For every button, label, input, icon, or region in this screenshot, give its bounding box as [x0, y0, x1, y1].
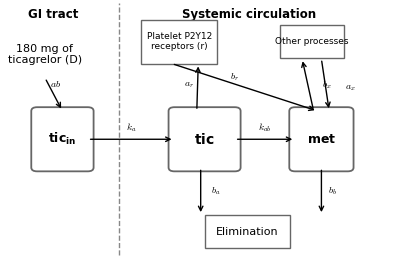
Text: $k_{ab}$: $k_{ab}$ — [258, 122, 272, 134]
Text: $k_a$: $k_a$ — [126, 122, 136, 134]
Text: GI tract: GI tract — [28, 9, 78, 21]
Text: $a_r$: $a_r$ — [184, 80, 194, 90]
Text: Other processes: Other processes — [275, 37, 348, 46]
Text: Elimination: Elimination — [216, 227, 279, 237]
FancyBboxPatch shape — [31, 107, 94, 171]
Text: $a_x$: $a_x$ — [345, 83, 356, 93]
Text: 180 mg of
ticagrelor (D): 180 mg of ticagrelor (D) — [8, 44, 82, 65]
FancyBboxPatch shape — [280, 25, 344, 58]
Text: $\mathbf{met}$: $\mathbf{met}$ — [307, 133, 336, 146]
Text: $b_b$: $b_b$ — [328, 186, 337, 197]
FancyBboxPatch shape — [168, 107, 241, 171]
Text: $\mathbf{tic_{in}}$: $\mathbf{tic_{in}}$ — [48, 131, 77, 147]
Text: $b_x$: $b_x$ — [322, 79, 332, 91]
Text: Systemic circulation: Systemic circulation — [182, 9, 316, 21]
Text: $ab$: $ab$ — [50, 79, 61, 89]
FancyBboxPatch shape — [141, 20, 217, 63]
Text: $\mathbf{tic}$: $\mathbf{tic}$ — [194, 132, 215, 147]
FancyBboxPatch shape — [289, 107, 354, 171]
Text: Platelet P2Y12
receptors (r): Platelet P2Y12 receptors (r) — [147, 32, 212, 51]
Text: $b_a$: $b_a$ — [211, 186, 220, 197]
Text: $b_r$: $b_r$ — [230, 71, 239, 83]
FancyBboxPatch shape — [204, 215, 290, 248]
